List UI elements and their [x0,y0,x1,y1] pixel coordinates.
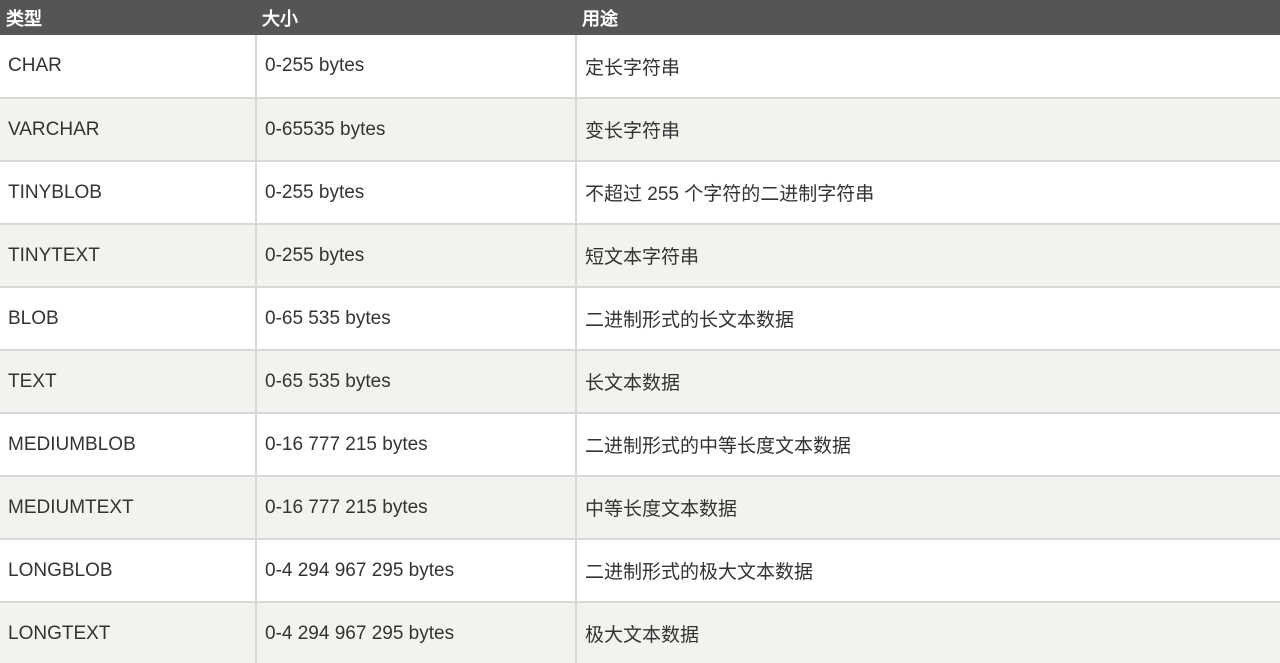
cell-type: MEDIUMTEXT [0,476,257,540]
table-row: TINYBLOB 0-255 bytes 不超过 255 个字符的二进制字符串 [0,161,1280,225]
cell-size: 0-16 777 215 bytes [256,413,577,477]
table-row: TEXT 0-65 535 bytes 长文本数据 [0,350,1280,414]
cell-size: 0-65535 bytes [256,98,577,162]
header-row: 类型 大小 用途 [0,0,1280,35]
cell-size: 0-65 535 bytes [256,287,577,351]
cell-usage: 短文本字符串 [576,224,1280,288]
cell-usage: 定长字符串 [576,35,1280,99]
cell-size: 0-255 bytes [256,161,577,225]
cell-type: LONGTEXT [0,602,257,663]
cell-type: CHAR [0,35,257,99]
cell-size: 0-4 294 967 295 bytes [256,539,577,603]
cell-size: 0-65 535 bytes [256,350,577,414]
cell-type: VARCHAR [0,98,257,162]
table-row: CHAR 0-255 bytes 定长字符串 [0,35,1280,99]
cell-size: 0-16 777 215 bytes [256,476,577,540]
table-row: LONGBLOB 0-4 294 967 295 bytes 二进制形式的极大文本数… [0,539,1280,603]
table-row: VARCHAR 0-65535 bytes 变长字符串 [0,98,1280,162]
cell-usage: 二进制形式的长文本数据 [576,287,1280,351]
header-usage: 用途 [576,0,1280,35]
cell-size: 0-255 bytes [256,35,577,99]
cell-usage: 二进制形式的中等长度文本数据 [576,413,1280,477]
cell-type: MEDIUMBLOB [0,413,257,477]
cell-size: 0-4 294 967 295 bytes [256,602,577,663]
table-row: MEDIUMTEXT 0-16 777 215 bytes 中等长度文本数据 [0,476,1280,540]
cell-type: TINYTEXT [0,224,257,288]
table-row: LONGTEXT 0-4 294 967 295 bytes 极大文本数据 [0,602,1280,663]
cell-type: TINYBLOB [0,161,257,225]
cell-type: BLOB [0,287,257,351]
header-type: 类型 [0,0,256,35]
table-row: TINYTEXT 0-255 bytes 短文本字符串 [0,224,1280,288]
table-row: BLOB 0-65 535 bytes 二进制形式的长文本数据 [0,287,1280,351]
cell-type: LONGBLOB [0,539,257,603]
table-row: MEDIUMBLOB 0-16 777 215 bytes 二进制形式的中等长度文本… [0,413,1280,477]
cell-usage: 极大文本数据 [576,602,1280,663]
cell-usage: 不超过 255 个字符的二进制字符串 [576,161,1280,225]
cell-usage: 变长字符串 [576,98,1280,162]
cell-usage: 二进制形式的极大文本数据 [576,539,1280,603]
cell-usage: 中等长度文本数据 [576,476,1280,540]
cell-usage: 长文本数据 [576,350,1280,414]
cell-size: 0-255 bytes [256,224,577,288]
cell-type: TEXT [0,350,257,414]
header-size: 大小 [256,0,576,35]
